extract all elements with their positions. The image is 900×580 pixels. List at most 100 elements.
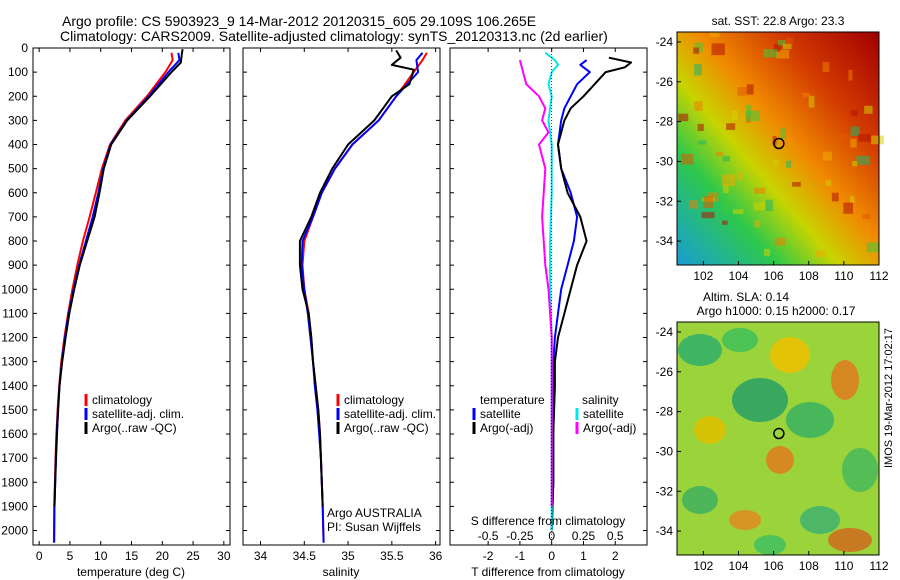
legend-label-sal-argo: Argo(-adj) (583, 421, 636, 435)
pi-annotation: PI: Susan Wijffels (327, 520, 421, 534)
map-y-tick-label: -34 (656, 234, 674, 248)
map-x-tick-label: 106 (764, 559, 784, 573)
sst-map-frame (676, 31, 880, 266)
map-x-tick-label: 106 (764, 269, 784, 283)
depth-tick-label: 400 (8, 138, 28, 152)
sst-map-title: sat. SST: 22.8 Argo: 23.3 (712, 14, 845, 28)
sla-eddy (766, 446, 794, 474)
legend-label-sal-satellite: satellite (583, 407, 624, 421)
sst-pixel (776, 49, 790, 59)
header-line1: Argo profile: CS 5903923_9 14-Mar-2012 2… (62, 13, 536, 29)
sst-pixel (709, 32, 720, 37)
legend-label-climatology: climatology (92, 393, 152, 407)
sla-eddy (828, 528, 872, 552)
x-tick-label: 30 (217, 549, 231, 563)
depth-tick-label: 1900 (1, 499, 28, 513)
sla-map-frame (676, 321, 880, 556)
sst-pixel (737, 87, 747, 96)
sla-eddy (842, 448, 878, 492)
sst-pixel (858, 134, 871, 142)
legend-label-satellite: satellite-adj. clim. (344, 407, 436, 421)
series-line-salinity-argo-adj- (518, 59, 553, 507)
difference-axes-frame (449, 47, 648, 546)
depth-tick-label: 1000 (1, 282, 28, 296)
s-tick-label: 0.25 (572, 529, 596, 543)
map-y-tick-label: -28 (656, 115, 674, 129)
map-y-tick-label: -24 (656, 35, 674, 49)
sla-eddy (754, 535, 786, 555)
sst-pixel (850, 126, 860, 136)
series-line-temperature-satellite (550, 59, 591, 531)
legend-label-argo: Argo(..raw -QC) (344, 421, 429, 435)
sst-pixel (851, 110, 858, 117)
sla-eddy (722, 328, 758, 352)
sst-pixel (866, 242, 880, 253)
salinity-x-axis: 34 34.5 35 35.5 36 (254, 48, 443, 563)
depth-tick-label: 300 (8, 113, 28, 127)
temperature-xlabel: temperature (deg C) (77, 565, 185, 579)
sla-field-texture (678, 328, 878, 555)
sst-pixel (746, 110, 760, 122)
sla-eddy (770, 337, 810, 373)
x-tick-label: 2 (612, 549, 619, 563)
temperature-axes-frame (32, 47, 231, 546)
sst-pixel (791, 182, 801, 187)
sst-pixel (732, 209, 744, 214)
salinity-axes-frame (242, 47, 441, 546)
sst-pixel (871, 181, 877, 191)
argo-position-marker (773, 427, 785, 440)
sst-pixel (852, 161, 858, 167)
sla-map-title2: Argo h1000: 0.15 h2000: 0.17 (697, 304, 856, 318)
sst-pixel (841, 134, 850, 141)
depth-tick-label: 700 (8, 210, 28, 224)
sst-pixel (746, 104, 752, 117)
argo-position-marker (773, 137, 785, 150)
salinity-plot-lines (298, 49, 428, 543)
sst-pixel (754, 220, 761, 228)
sst-pixel (864, 105, 873, 114)
sla-map: 102 104 106 108 110 112 -24 -26 -28 -30 -32 -34 (656, 321, 889, 573)
salinity-legend: climatology satellite-adj. clim. Argo(..… (336, 393, 436, 435)
difference-xlabel-top: S difference from climatology (471, 514, 626, 528)
sst-pixel (773, 159, 779, 166)
sla-map-axes: 102 104 106 108 110 112 -24 -26 -28 -30 -32 -34 (656, 325, 889, 573)
sst-pixel (688, 200, 698, 209)
map-x-tick-label: 102 (693, 559, 713, 573)
sst-pixel (722, 156, 730, 162)
legend-label-argo: Argo(..raw -QC) (92, 421, 177, 435)
x-tick-label: 0 (548, 549, 555, 563)
sst-pixel (753, 202, 766, 211)
sst-map-axes: 102 104 106 108 110 112 -24 -26 -28 -30 -32 -34 (656, 35, 889, 283)
sst-pixel (808, 95, 815, 108)
sst-pixel (773, 43, 781, 52)
legend-label-temp-argo: Argo(-adj) (480, 421, 533, 435)
sst-pixel (716, 151, 724, 156)
sst-pixel (693, 47, 700, 54)
sst-pixel (871, 135, 884, 145)
map-x-tick-label: 110 (834, 269, 853, 283)
salinity-xlabel: salinity (323, 565, 360, 579)
depth-tick-label: 1200 (1, 331, 28, 345)
x-tick-label: -1 (515, 549, 526, 563)
map-y-tick-label: -34 (656, 524, 674, 538)
sla-eddy (694, 416, 726, 444)
sla-eddy (786, 402, 834, 438)
sst-pixel (802, 92, 810, 98)
series-line-satellite-adj-clim- (300, 52, 424, 543)
x-tick-label: 35.5 (380, 549, 404, 563)
sst-pixel (723, 184, 729, 193)
sst-pixel (737, 171, 743, 181)
sst-map: 102 104 106 108 110 112 -24 -26 -28 -30 -32 -34 (656, 31, 889, 283)
x-tick-label: 25 (186, 549, 200, 563)
x-tick-label: -2 (483, 549, 494, 563)
map-y-tick-label: -26 (656, 365, 674, 379)
depth-tick-label: 2000 (1, 524, 28, 538)
depth-tick-label: 200 (8, 89, 28, 103)
map-x-tick-label: 104 (728, 269, 748, 283)
sst-pixel (722, 220, 728, 225)
x-tick-label: 20 (156, 549, 170, 563)
x-tick-label: 1 (580, 549, 587, 563)
map-x-tick-label: 108 (799, 559, 819, 573)
sst-pixel (681, 153, 694, 165)
